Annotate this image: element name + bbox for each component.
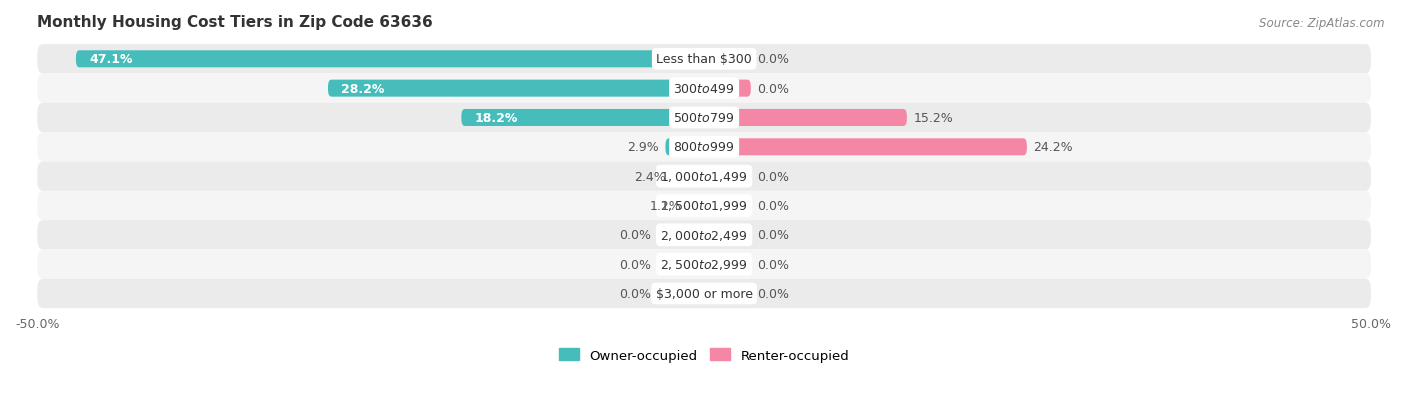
FancyBboxPatch shape [704,256,751,273]
Text: 0.0%: 0.0% [758,83,790,95]
Text: $3,000 or more: $3,000 or more [655,287,752,300]
FancyBboxPatch shape [37,279,1371,309]
FancyBboxPatch shape [37,133,1371,162]
Text: Monthly Housing Cost Tiers in Zip Code 63636: Monthly Housing Cost Tiers in Zip Code 6… [37,15,433,30]
Text: 0.0%: 0.0% [619,287,651,300]
Text: $500 to $799: $500 to $799 [673,112,735,125]
FancyBboxPatch shape [37,104,1371,133]
FancyBboxPatch shape [688,197,704,214]
Text: Less than $300: Less than $300 [657,53,752,66]
Text: $2,000 to $2,499: $2,000 to $2,499 [661,228,748,242]
FancyBboxPatch shape [76,51,704,68]
FancyBboxPatch shape [37,45,1371,74]
FancyBboxPatch shape [37,250,1371,279]
Text: $1,000 to $1,499: $1,000 to $1,499 [661,170,748,184]
Text: 18.2%: 18.2% [475,112,517,125]
Text: 0.0%: 0.0% [758,53,790,66]
Text: $2,500 to $2,999: $2,500 to $2,999 [661,258,748,271]
Text: 15.2%: 15.2% [914,112,953,125]
FancyBboxPatch shape [37,74,1371,104]
FancyBboxPatch shape [328,81,704,97]
Text: $300 to $499: $300 to $499 [673,83,735,95]
Text: 24.2%: 24.2% [1033,141,1073,154]
FancyBboxPatch shape [704,197,751,214]
Text: 47.1%: 47.1% [89,53,132,66]
Text: 0.0%: 0.0% [758,258,790,271]
FancyBboxPatch shape [704,285,751,302]
Text: 0.0%: 0.0% [758,229,790,242]
Text: 0.0%: 0.0% [758,287,790,300]
Text: 0.0%: 0.0% [619,258,651,271]
FancyBboxPatch shape [672,168,704,185]
FancyBboxPatch shape [37,191,1371,221]
FancyBboxPatch shape [665,139,704,156]
Text: 2.4%: 2.4% [634,170,665,183]
Text: 1.2%: 1.2% [650,199,682,212]
FancyBboxPatch shape [704,227,751,244]
FancyBboxPatch shape [658,285,704,302]
FancyBboxPatch shape [37,162,1371,191]
Text: 0.0%: 0.0% [619,229,651,242]
FancyBboxPatch shape [658,227,704,244]
Text: $800 to $999: $800 to $999 [673,141,735,154]
FancyBboxPatch shape [658,256,704,273]
Text: 0.0%: 0.0% [758,199,790,212]
Text: $1,500 to $1,999: $1,500 to $1,999 [661,199,748,213]
FancyBboxPatch shape [704,139,1026,156]
Text: 0.0%: 0.0% [758,170,790,183]
FancyBboxPatch shape [704,110,907,127]
FancyBboxPatch shape [461,110,704,127]
Text: 2.9%: 2.9% [627,141,659,154]
Legend: Owner-occupied, Renter-occupied: Owner-occupied, Renter-occupied [558,349,849,362]
FancyBboxPatch shape [704,168,751,185]
Text: Source: ZipAtlas.com: Source: ZipAtlas.com [1260,17,1385,29]
FancyBboxPatch shape [704,51,751,68]
FancyBboxPatch shape [704,81,751,97]
Text: 28.2%: 28.2% [342,83,385,95]
FancyBboxPatch shape [37,221,1371,250]
